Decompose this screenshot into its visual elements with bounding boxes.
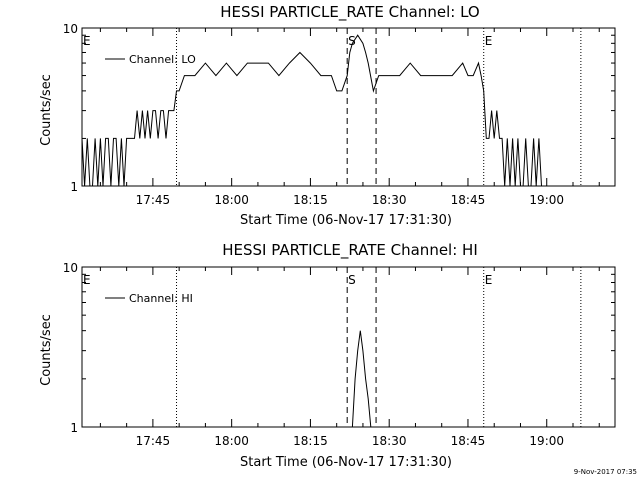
event-label: E — [485, 34, 493, 48]
panel-hi-title: HESSI PARTICLE_RATE Channel: HI — [222, 241, 478, 260]
panel-lo-plot: 1 10 17:45 18:00 18:15 18:30 18:45 19:00 E S E — [63, 22, 616, 207]
series-line — [81, 34, 576, 187]
panel-lo-xlabel: Start Time (06-Nov-17 17:31:30) — [240, 213, 452, 228]
x-tick-label: 18:00 — [214, 434, 249, 448]
panel-hi-legend: Channel: HI — [105, 292, 193, 305]
panel-hi-ylabel: Counts/sec — [39, 314, 54, 386]
x-tick-label: 19:00 — [529, 193, 564, 207]
x-tick-label: 18:45 — [451, 193, 486, 207]
y-tick-label: 1 — [70, 180, 78, 194]
panel-hi-legend-label: Channel: HI — [129, 292, 193, 305]
x-tick-label: 17:45 — [136, 434, 171, 448]
x-tick-label: 18:15 — [293, 434, 328, 448]
x-tick-label: 18:30 — [372, 193, 407, 207]
event-label: S — [348, 34, 356, 48]
panel-hi-xlabel: Start Time (06-Nov-17 17:31:30) — [240, 455, 452, 470]
event-label: E — [83, 34, 91, 48]
timestamp: 9-Nov-2017 07:35 — [574, 468, 637, 476]
panel-hi-plot: 1 10 17:45 18:00 18:15 18:30 18:45 19:00 E S E — [63, 261, 616, 448]
x-tick-label: 19:00 — [529, 434, 564, 448]
panel-hi: HESSI PARTICLE_RATE Channel: HI Counts/s… — [39, 241, 616, 470]
panel-lo-legend-label: Channel: LO — [129, 53, 196, 66]
y-tick-label: 10 — [63, 22, 78, 36]
x-tick-label: 18:00 — [214, 193, 249, 207]
event-label: E — [485, 273, 493, 287]
x-tick-label: 18:45 — [451, 434, 486, 448]
panel-lo: HESSI PARTICLE_RATE Channel: LO Counts/s… — [39, 3, 616, 228]
y-tick-label: 1 — [70, 421, 78, 435]
panel-lo-title: HESSI PARTICLE_RATE Channel: LO — [220, 3, 479, 22]
x-tick-label: 18:15 — [293, 193, 328, 207]
plot-frame — [81, 27, 616, 187]
x-tick-label: 17:45 — [136, 193, 171, 207]
plot-frame — [81, 266, 616, 428]
panel-lo-ylabel: Counts/sec — [39, 74, 54, 146]
x-tick-label: 18:30 — [372, 434, 407, 448]
y-tick-label: 10 — [63, 261, 78, 275]
event-label: S — [348, 273, 356, 287]
series-line — [351, 330, 374, 428]
panel-lo-legend: Channel: LO — [105, 53, 196, 66]
event-label: E — [83, 273, 91, 287]
